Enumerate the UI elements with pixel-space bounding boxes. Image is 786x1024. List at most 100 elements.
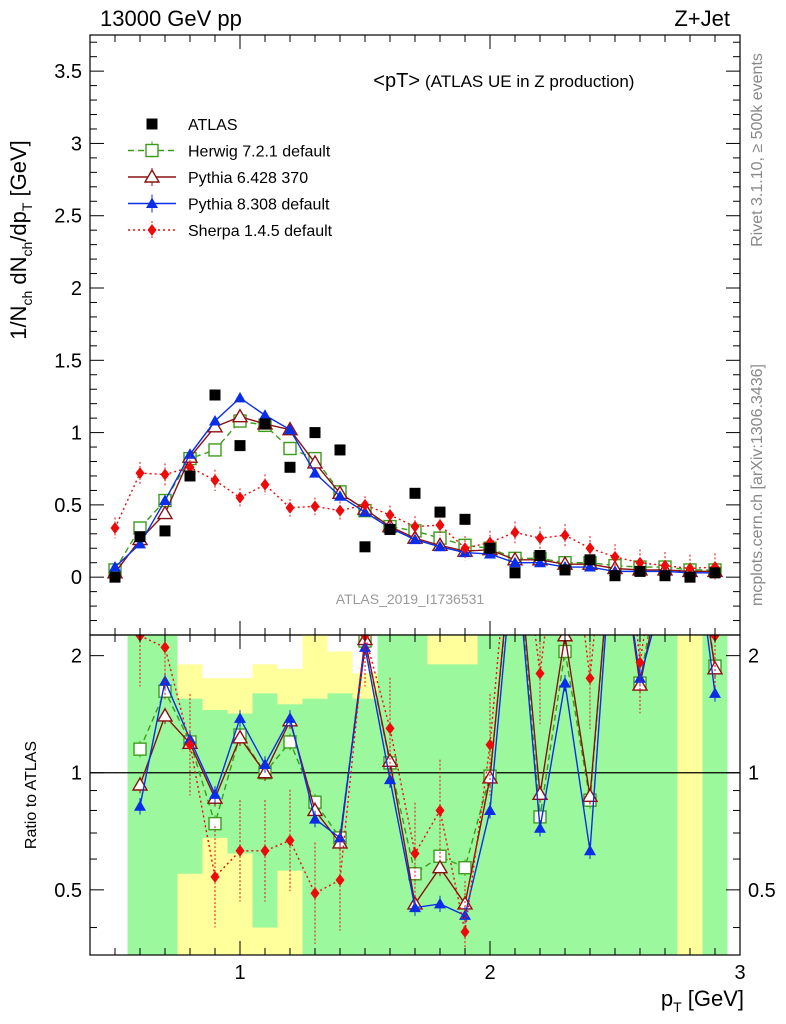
data-point-pythia8 <box>509 556 521 568</box>
data-point-pythia8 <box>534 556 546 568</box>
data-point-sherpa <box>535 532 545 545</box>
analysis-watermark: ATLAS_2019_I1736531 <box>336 591 485 607</box>
data-point-sherpa <box>635 556 645 569</box>
ratio-point-sherpa <box>485 738 495 751</box>
ratio-point-pythia6 <box>431 859 449 874</box>
legend-entry-herwig: Herwig 7.2.1 default <box>128 141 331 161</box>
y-tick-label: 1 <box>71 423 82 445</box>
data-point-atlas <box>384 523 396 535</box>
data-point-pythia8 <box>134 537 146 549</box>
ratio-point-sherpa <box>635 656 645 669</box>
x-tick-label: 2 <box>484 962 495 984</box>
main-data-layer <box>106 389 724 583</box>
ratio-point-sherpa <box>285 834 295 847</box>
data-point-pythia8 <box>234 391 246 403</box>
legend-marker-pythia8 <box>146 197 158 208</box>
data-point-sherpa <box>510 526 520 539</box>
ratio-point-sherpa <box>260 844 270 857</box>
legend-entry-sherpa: Sherpa 1.4.5 default <box>128 221 333 240</box>
ratio-y-tick-label-left: 1 <box>71 763 82 785</box>
ratio-point-pythia8 <box>484 804 496 815</box>
main-axis-ticks <box>90 35 740 635</box>
ratio-point-sherpa <box>435 804 445 817</box>
data-point-sherpa <box>435 519 445 532</box>
ratio-series-sherpa <box>135 635 720 955</box>
ratio-point-herwig <box>558 644 572 659</box>
chart-subtitle: (ATLAS UE in Z production) <box>425 72 634 91</box>
mcplots-label: mcplots.cern.ch [arXiv:1306.3436] <box>749 364 766 606</box>
data-point-pythia8 <box>309 467 321 478</box>
data-point-atlas <box>284 461 296 473</box>
ratio-point-herwig <box>458 861 472 875</box>
stat-band-green <box>652 635 678 955</box>
y-tick-label: 3.5 <box>54 61 82 83</box>
ratio-y-tick-label-right: 1 <box>748 763 759 785</box>
ratio-point-pythia8 <box>134 800 146 811</box>
legend-label: Sherpa 1.4.5 default <box>188 223 333 240</box>
y-tick-label: 3 <box>71 133 82 155</box>
data-point-atlas <box>459 513 471 525</box>
y-tick-label: 2 <box>71 278 82 300</box>
data-point-sherpa <box>660 559 670 572</box>
legend-entry-pythia6: Pythia 6.428 370 <box>128 168 308 187</box>
data-point-pythia8 <box>259 409 271 420</box>
legend-marker-atlas <box>146 118 158 130</box>
chart-title: <pT> <box>373 70 420 92</box>
main-y-tick-labels: 0 0.5 1 1.5 2 2.5 3 3.5 <box>54 61 82 589</box>
ratio-point-pythia8 <box>434 897 446 909</box>
data-point-sherpa <box>410 520 420 533</box>
data-point-atlas <box>259 418 271 430</box>
series-atlas <box>109 389 721 583</box>
data-point-atlas <box>484 542 496 554</box>
ratio-point-sherpa <box>335 874 345 887</box>
data-point-pythia8 <box>284 423 296 435</box>
stat-band-green <box>127 635 153 955</box>
ratio-point-pythia8 <box>259 758 271 770</box>
ratio-tick-labels: 0.5 0.5 1 1 2 2 1 2 3 <box>54 646 776 984</box>
data-point-sherpa <box>235 491 245 504</box>
ratio-panel: 0.5 0.5 1 1 2 2 1 2 3 Ratio to ATLAS pT [GeV] <box>23 634 776 1015</box>
legend-label: Herwig 7.2.1 default <box>188 144 331 161</box>
ratio-point-sherpa <box>235 844 245 857</box>
data-point-herwig <box>208 443 222 457</box>
ratio-y-tick-label-left: 2 <box>71 646 82 668</box>
ratio-point-pythia8 <box>309 813 321 824</box>
stat-band-green <box>377 635 403 955</box>
ratio-point-pythia8 <box>534 822 546 833</box>
data-point-pythia6 <box>156 505 174 520</box>
data-point-atlas <box>709 567 721 579</box>
stat-band-green <box>602 635 628 955</box>
data-point-atlas <box>234 440 246 452</box>
data-point-atlas <box>309 427 321 439</box>
data-point-atlas <box>684 571 696 583</box>
data-point-sherpa <box>560 529 570 542</box>
data-point-atlas <box>584 554 596 566</box>
y-axis-label: 1/Nch dNch/dpT [GeV] <box>6 140 35 340</box>
y-tick-label: 2.5 <box>54 206 82 228</box>
data-point-pythia6 <box>231 408 249 423</box>
data-point-sherpa <box>585 542 595 555</box>
x-tick-label: 3 <box>734 962 745 984</box>
ratio-point-herwig <box>133 742 147 756</box>
ratio-point-sherpa <box>460 925 470 938</box>
data-point-pythia8 <box>434 540 446 552</box>
ratio-y-label: Ratio to ATLAS <box>23 741 40 849</box>
ratio-point-sherpa <box>585 672 595 685</box>
ratio-point-sherpa <box>185 738 195 751</box>
data-point-atlas <box>634 565 646 577</box>
ratio-line-sherpa <box>139 635 716 932</box>
stat-band-green <box>502 635 528 955</box>
data-point-sherpa <box>360 498 370 511</box>
ratio-uncertainty-bands <box>90 635 740 955</box>
ratio-point-pythia6 <box>231 729 249 744</box>
y-tick-label: 1.5 <box>54 350 82 372</box>
ratio-point-pythia8 <box>709 687 721 698</box>
data-point-atlas <box>359 541 371 553</box>
data-point-sherpa <box>335 504 345 517</box>
data-point-atlas <box>509 567 521 579</box>
data-point-sherpa <box>285 501 295 514</box>
header-left: 13000 GeV pp <box>100 6 242 31</box>
series-line-pythia8 <box>114 396 715 574</box>
data-point-atlas <box>209 389 221 401</box>
